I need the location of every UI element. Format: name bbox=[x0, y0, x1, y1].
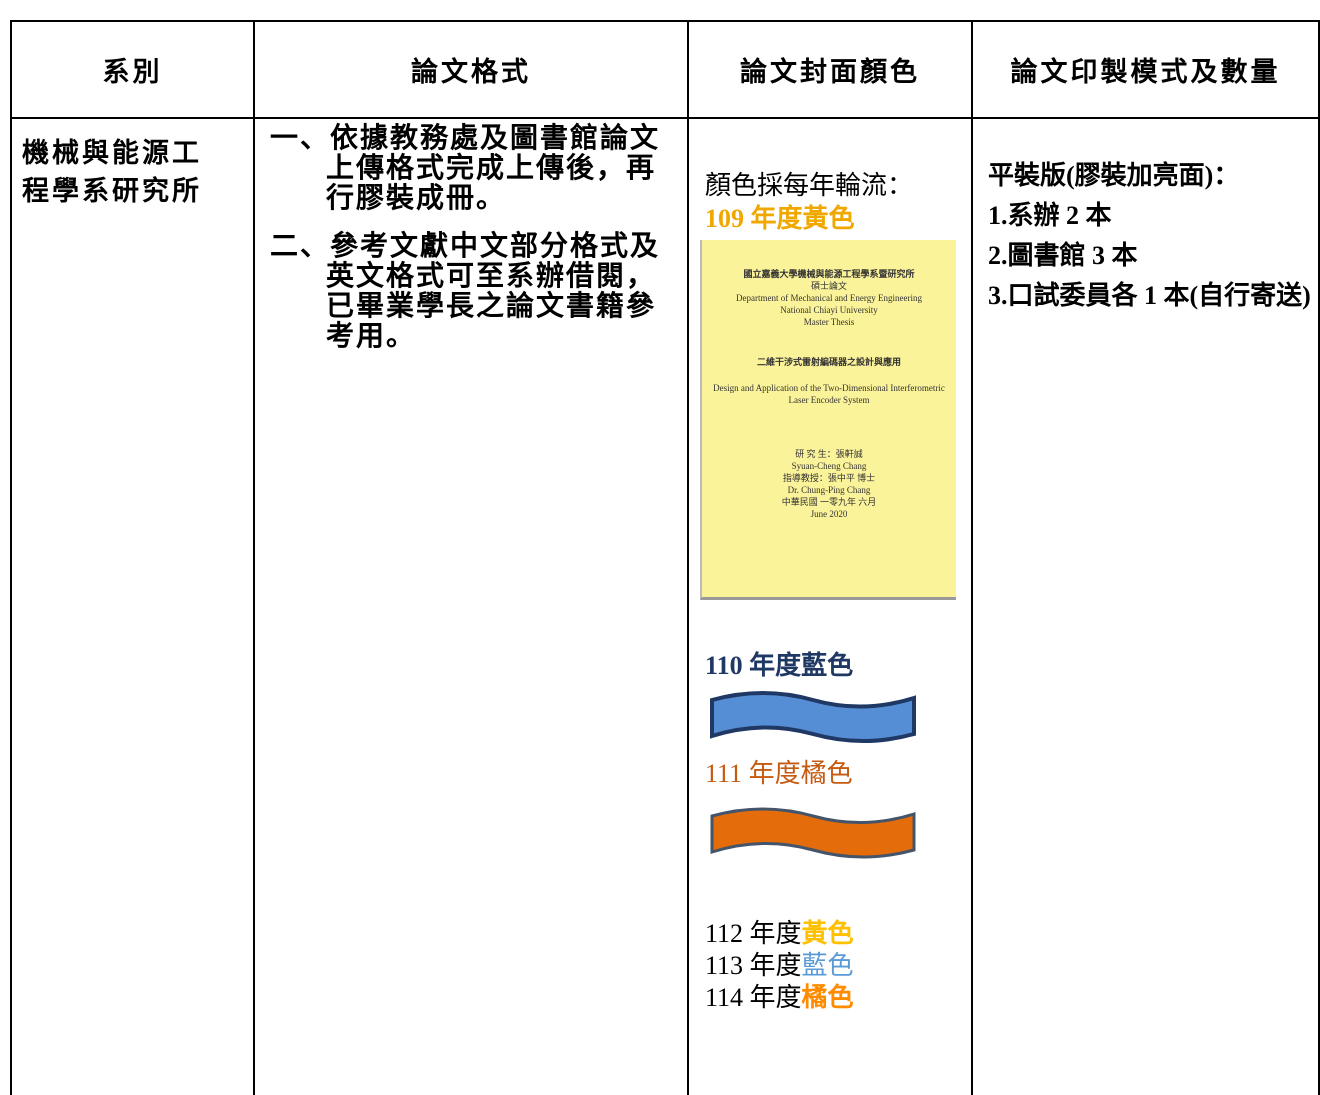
format-list: 一、依據教務處及圖書館論文上傳格式完成上傳後，再行膠裝成冊。 二、參考文獻中文部… bbox=[270, 124, 678, 370]
table-border bbox=[971, 20, 973, 1095]
cover-line: 二維干涉式雷射編碼器之設計與應用 bbox=[756, 357, 901, 367]
cover-line: Design and Application of the Two-Dimens… bbox=[713, 383, 945, 393]
cover-line: Department of Mechanical and Energy Engi… bbox=[735, 293, 922, 303]
color-text: 藍色 bbox=[801, 951, 854, 980]
table-border bbox=[1318, 20, 1320, 1095]
year-label: 110 年度藍色 bbox=[705, 651, 854, 680]
printing-line: 3.口試委員各 1 本(自行寄送) bbox=[988, 281, 1311, 310]
year-label: 109 年度黃色 bbox=[705, 204, 855, 233]
year-row: 113 年度藍色 bbox=[705, 950, 854, 982]
printing-line: 平裝版(膠裝加亮面)： bbox=[988, 161, 1240, 190]
header-cell: 論文封面顏色 bbox=[740, 56, 920, 87]
cover-line: Laser Encoder System bbox=[788, 395, 870, 405]
table-border bbox=[10, 20, 12, 1095]
cover-line: 國立嘉義大學機械與能源工程學系暨研究所 bbox=[743, 269, 915, 279]
format-item: 二、參考文獻中文部分格式及英文格式可至系辦借閱，已畢業學長之論文書籍參考用。 bbox=[270, 231, 661, 352]
cover-intro: 顏色採每年輪流： bbox=[705, 171, 914, 200]
cover-line: National Chiayi University bbox=[780, 305, 878, 315]
color-text: 黃色 bbox=[801, 919, 854, 948]
year-text: 112 年度 bbox=[705, 919, 802, 948]
header-cell: 論文印製模式及數量 bbox=[1010, 56, 1281, 87]
cover-line: 中華民國 一零九年 六月 bbox=[781, 497, 877, 507]
cover-line: 研 究 生：張軒誠 bbox=[795, 449, 863, 459]
cover-line: Master Thesis bbox=[803, 317, 855, 327]
department: 機械與能源工程學系研究所 bbox=[22, 138, 202, 206]
year-row: 112 年度黃色 bbox=[705, 918, 854, 950]
cover-line: 指導教授：張中平 博士 bbox=[782, 473, 876, 483]
cover-line: Dr. Chung-Ping Chang bbox=[787, 485, 871, 495]
table-border bbox=[10, 20, 1320, 22]
color-text: 橘色 bbox=[801, 983, 854, 1012]
orange-swatch bbox=[710, 807, 916, 859]
blue-swatch bbox=[710, 691, 916, 743]
year-row: 114 年度橘色 bbox=[705, 982, 854, 1014]
printing-line: 2.圖書館 3 本 bbox=[988, 241, 1138, 270]
table-border bbox=[253, 20, 255, 1095]
cover-line: 碩士論文 bbox=[810, 281, 847, 291]
cover-line: June 2020 bbox=[810, 509, 848, 519]
sample-cover: 國立嘉義大學機械與能源工程學系暨研究所 碩士論文 Department of Mec… bbox=[700, 240, 956, 600]
header-cell: 系別 bbox=[102, 56, 163, 87]
year-text: 114 年度 bbox=[705, 983, 802, 1012]
printing-list: 平裝版(膠裝加亮面)： 1.系辦 2 本 2.圖書館 3 本 3.口試委員各 1… bbox=[988, 156, 1313, 316]
format-item: 一、依據教務處及圖書館論文上傳格式完成上傳後，再行膠裝成冊。 bbox=[270, 123, 661, 214]
header-cell: 論文格式 bbox=[411, 56, 531, 87]
later-years: 112 年度黃色 113 年度藍色 114 年度橘色 bbox=[705, 918, 854, 1014]
cover-line: Syuan-Cheng Chang bbox=[791, 461, 867, 471]
table-border bbox=[10, 117, 1320, 119]
year-text: 113 年度 bbox=[705, 951, 802, 980]
year-label: 111 年度橘色 bbox=[705, 759, 853, 788]
printing-line: 1.系辦 2 本 bbox=[988, 201, 1112, 230]
table-border bbox=[687, 20, 689, 1095]
